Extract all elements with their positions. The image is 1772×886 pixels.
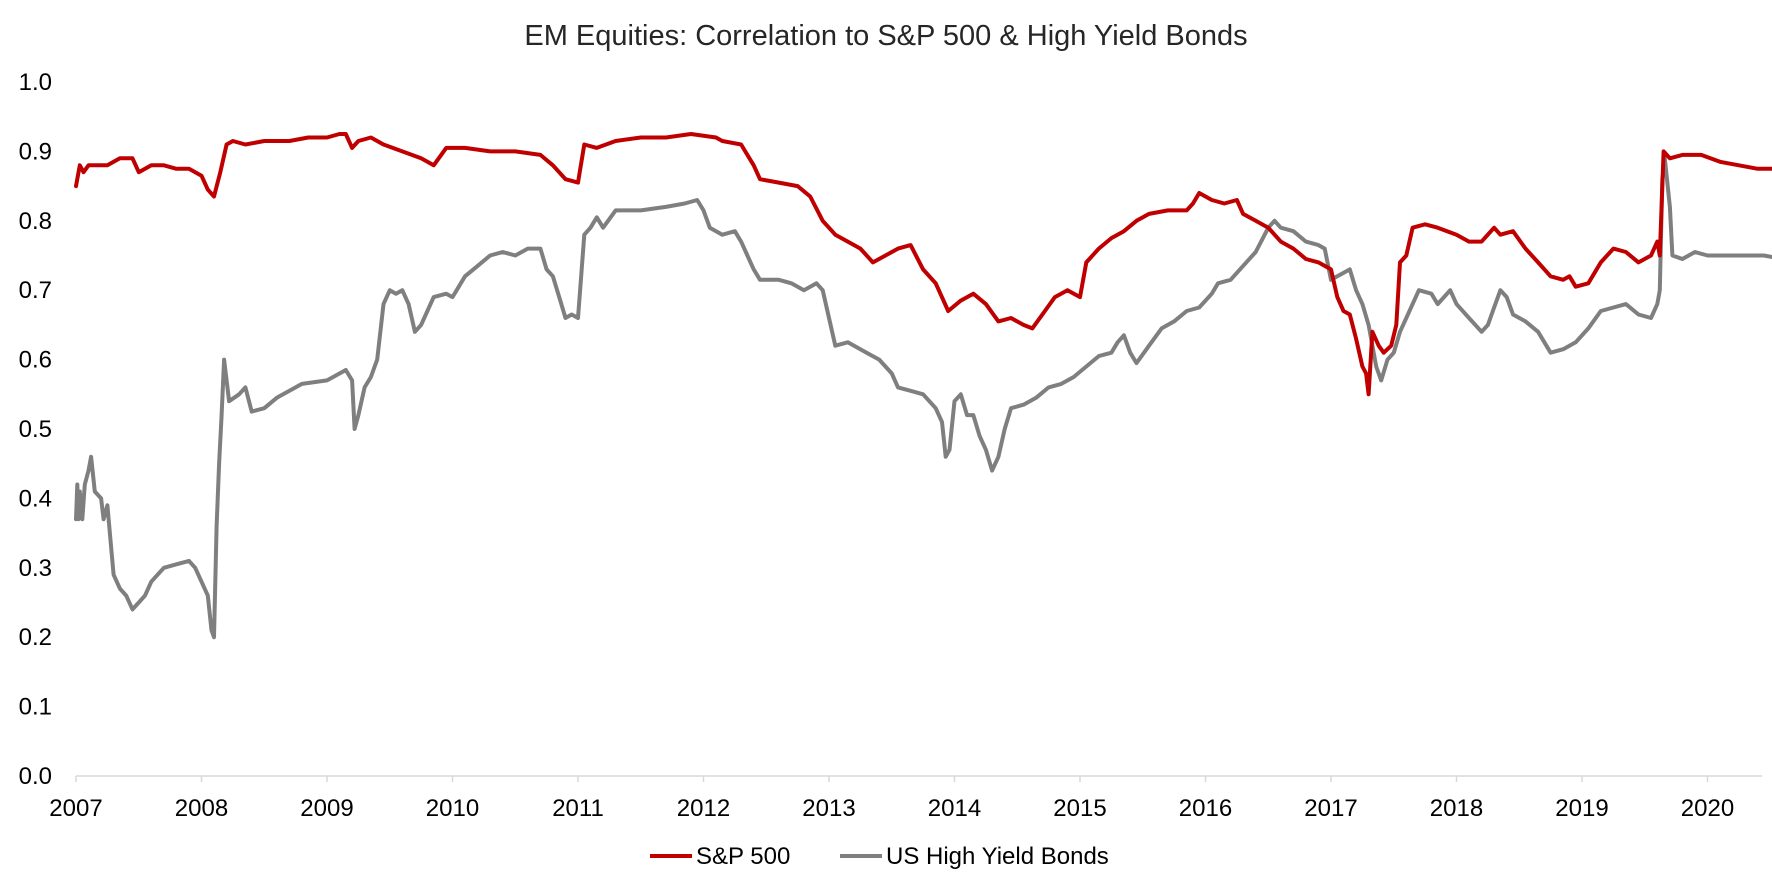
series-line-sp500 — [74, 132, 1772, 397]
legend-item-sp500: S&P 500 — [650, 843, 790, 870]
x-tick-label: 2011 — [552, 795, 604, 822]
x-tick-label: 2018 — [1430, 795, 1483, 822]
y-tick-label: 0.6 — [19, 347, 52, 374]
x-tick-label: 2012 — [677, 795, 730, 822]
legend-label: S&P 500 — [696, 843, 790, 870]
x-axis-ticks: 2007 2008 2009 2010 2011 2012 2013 2014 2015 2016… — [49, 776, 1734, 822]
x-tick-label: 2015 — [1053, 795, 1106, 822]
series-lines — [74, 132, 1772, 640]
series-line-us-high-yield-bonds — [74, 156, 1772, 640]
y-tick-label: 0.2 — [19, 624, 52, 651]
y-tick-label: 0.4 — [19, 485, 52, 512]
y-tick-label: 0.5 — [19, 416, 52, 443]
x-tick-label: 2016 — [1179, 795, 1232, 822]
x-tick-label: 2017 — [1304, 795, 1357, 822]
legend-item-us-high-yield-bonds: US High Yield Bonds — [840, 843, 1109, 870]
x-tick-label: 2014 — [928, 795, 981, 822]
x-tick-label: 2009 — [300, 795, 353, 822]
y-axis-ticks: 0.0 0.1 0.2 0.3 0.4 0.5 0.6 0.7 0.8 0.9 1.0 — [19, 69, 52, 790]
x-tick-label: 2020 — [1681, 795, 1734, 822]
x-tick-label: 2008 — [175, 795, 228, 822]
x-tick-label: 2007 — [49, 795, 102, 822]
legend: S&P 500 US High Yield Bonds — [650, 843, 1109, 870]
x-tick-label: 2019 — [1555, 795, 1608, 822]
x-tick-label: 2013 — [802, 795, 855, 822]
y-tick-label: 0.0 — [19, 763, 52, 790]
y-tick-label: 0.1 — [19, 694, 52, 721]
y-tick-label: 0.3 — [19, 555, 52, 582]
y-tick-label: 0.8 — [19, 208, 52, 235]
y-tick-label: 0.9 — [19, 138, 52, 165]
y-tick-label: 1.0 — [19, 69, 52, 96]
x-tick-label: 2010 — [426, 795, 479, 822]
legend-label: US High Yield Bonds — [886, 843, 1109, 870]
chart-title: EM Equities: Correlation to S&P 500 & Hi… — [524, 20, 1247, 52]
y-tick-label: 0.7 — [19, 277, 52, 304]
